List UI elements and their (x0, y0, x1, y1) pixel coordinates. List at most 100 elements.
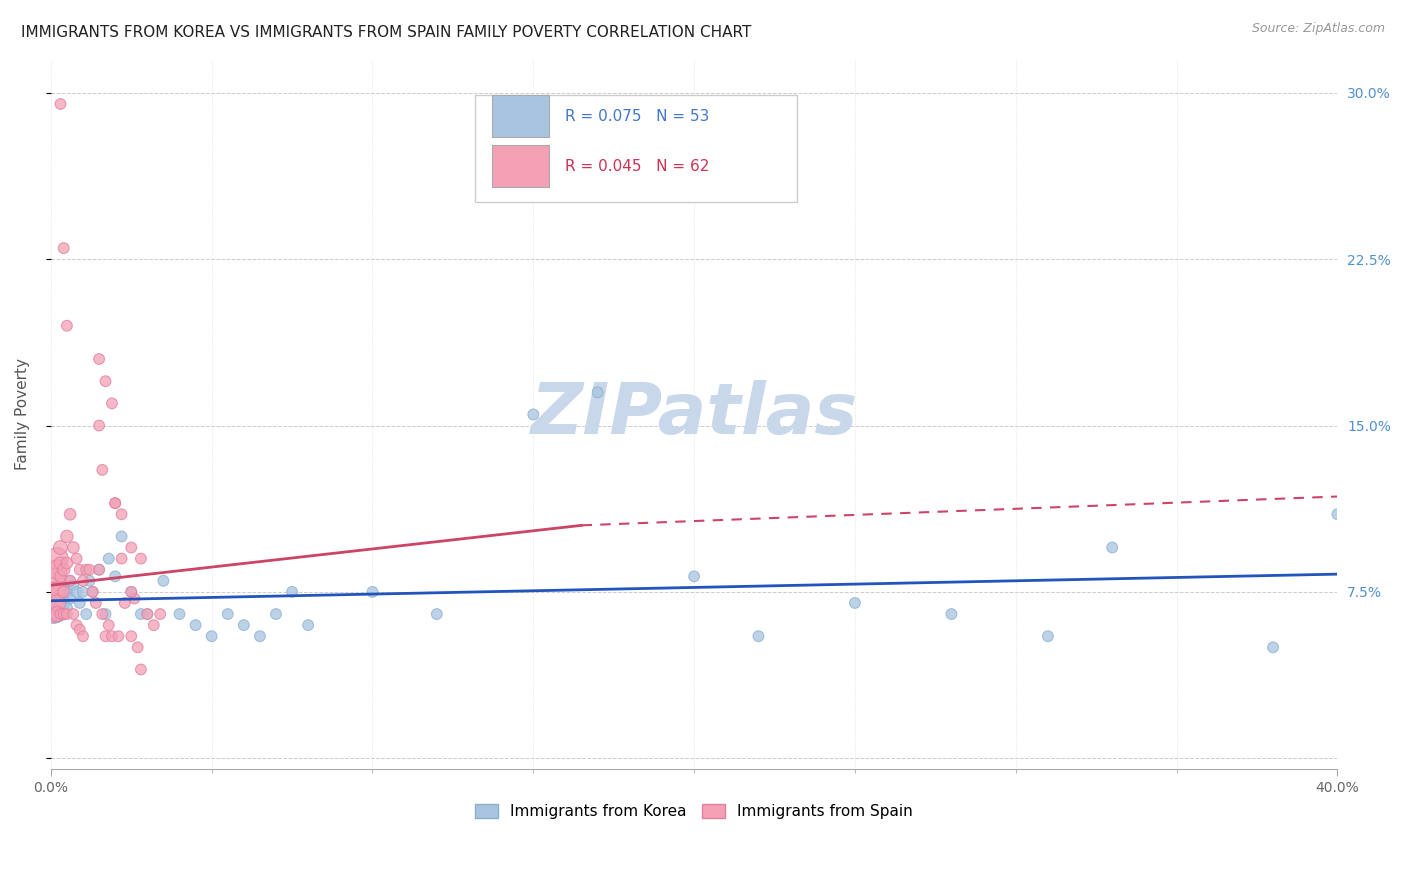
Point (249, 629, 271, 643)
Point (114, 596, 136, 610)
Point (127, 640, 149, 655)
Point (136, 607, 159, 621)
Point (94, 629, 117, 643)
Point (217, 607, 239, 621)
Point (49, 569, 72, 583)
Point (87, 563, 110, 577)
Point (82, 585, 104, 599)
Point (49, 585, 72, 599)
Point (110, 508, 132, 522)
Point (46, 551, 69, 566)
Point (46, 596, 69, 610)
Point (52, 607, 75, 621)
Point (201, 629, 224, 643)
Point (46, 563, 69, 577)
Point (52, 563, 75, 577)
Point (426, 607, 449, 621)
FancyBboxPatch shape (475, 95, 797, 202)
Point (91, 463, 114, 477)
Point (46, 585, 69, 599)
Point (46, 607, 69, 621)
Point (91, 607, 114, 621)
Point (79, 563, 101, 577)
Point (82, 585, 104, 599)
Text: ZIPatlas: ZIPatlas (530, 380, 858, 449)
FancyBboxPatch shape (492, 145, 548, 187)
Point (62, 607, 84, 621)
Point (129, 663, 152, 677)
Point (79, 574, 101, 588)
Point (72, 585, 94, 599)
Point (59, 574, 82, 588)
Point (65, 618, 87, 632)
Point (52, 585, 75, 599)
Y-axis label: Family Poverty: Family Poverty (15, 359, 30, 470)
Point (1261, 640, 1284, 655)
Point (69, 596, 91, 610)
Point (94, 374, 117, 388)
Point (42, 607, 65, 621)
Text: R = 0.045   N = 62: R = 0.045 N = 62 (565, 159, 710, 174)
Point (87, 418, 110, 433)
Point (42, 607, 65, 621)
Text: Source: ZipAtlas.com: Source: ZipAtlas.com (1251, 22, 1385, 36)
Point (52, 607, 75, 621)
Point (42, 591, 65, 606)
Point (124, 591, 146, 606)
Point (120, 541, 142, 555)
Point (104, 496, 127, 510)
Point (110, 551, 132, 566)
Point (49, 600, 72, 615)
Point (75, 563, 97, 577)
Point (72, 629, 94, 643)
Point (62, 541, 84, 555)
Point (49, 541, 72, 555)
Point (522, 408, 544, 422)
Point (42, 600, 65, 615)
Point (46, 596, 69, 610)
Point (747, 629, 769, 643)
Point (941, 607, 963, 621)
Point (69, 563, 91, 577)
Point (46, 600, 69, 615)
Point (149, 607, 172, 621)
Point (683, 569, 706, 583)
Point (129, 551, 152, 566)
Point (56, 529, 79, 543)
Point (87, 351, 110, 366)
FancyBboxPatch shape (492, 95, 548, 137)
Point (87, 563, 110, 577)
Point (120, 585, 142, 599)
Point (42, 596, 65, 610)
Point (75, 607, 97, 621)
Point (69, 623, 91, 637)
Point (46, 607, 69, 621)
Point (264, 607, 287, 621)
Point (107, 629, 129, 643)
Point (56, 585, 79, 599)
Point (281, 585, 304, 599)
Point (297, 618, 319, 632)
Point (101, 629, 124, 643)
Point (49, 591, 72, 606)
Point (59, 574, 82, 588)
Point (120, 585, 142, 599)
Point (94, 607, 117, 621)
Point (46, 585, 69, 599)
Point (56, 607, 79, 621)
Point (142, 618, 165, 632)
Point (52, 596, 75, 610)
Point (84, 596, 107, 610)
Point (1036, 629, 1059, 643)
Point (169, 607, 191, 621)
Point (72, 574, 94, 588)
Point (361, 585, 384, 599)
Point (110, 529, 132, 543)
Text: IMMIGRANTS FROM KOREA VS IMMIGRANTS FROM SPAIN FAMILY POVERTY CORRELATION CHART: IMMIGRANTS FROM KOREA VS IMMIGRANTS FROM… (21, 25, 751, 40)
Point (129, 607, 152, 621)
Point (136, 607, 159, 621)
Point (104, 496, 127, 510)
Point (1101, 541, 1123, 555)
Point (42, 574, 65, 588)
Point (120, 629, 142, 643)
